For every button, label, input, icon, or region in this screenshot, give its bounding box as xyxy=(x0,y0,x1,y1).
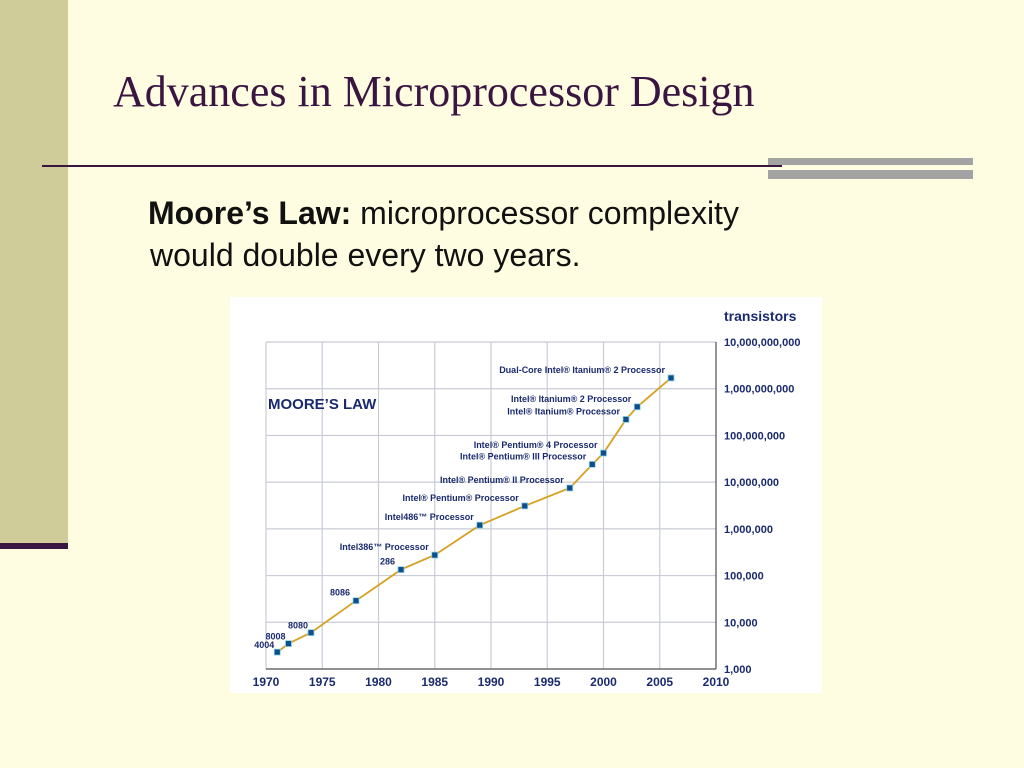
data-point xyxy=(622,416,630,423)
data-point xyxy=(521,502,529,510)
data-label: 8086 xyxy=(330,588,350,598)
moores-law-chart: 1970 1975 1980 1985 1990 1995 2000 2005 2010 1,00… xyxy=(230,297,822,693)
y-tick-label: 1,000,000 xyxy=(724,524,773,536)
data-point xyxy=(667,374,675,382)
data-label: Intel486™ Processor xyxy=(385,512,475,522)
data-point xyxy=(633,403,641,411)
slide-title: Advances in Microprocessor Design xyxy=(113,67,755,116)
x-tick-label: 1980 xyxy=(365,675,392,689)
chart-svg: 1970 1975 1980 1985 1990 1995 2000 2005 20101,00… xyxy=(253,308,801,689)
data-label: 8008 xyxy=(265,632,285,642)
data-point xyxy=(352,597,360,605)
data-point xyxy=(600,449,607,457)
x-tick-label: 2000 xyxy=(590,675,617,689)
x-tick-label: 2010 xyxy=(703,675,730,689)
data-label: Intel® Pentium® II Processor xyxy=(440,475,564,485)
data-label: Intel386™ Processor xyxy=(340,542,430,552)
data-point xyxy=(431,551,439,559)
data-point xyxy=(566,484,574,492)
sidebar-decoration xyxy=(0,0,68,543)
data-label: Intel® Pentium® III Processor xyxy=(460,451,587,461)
bullet-label: Moore’s Law: xyxy=(148,195,352,231)
y-tick-label: 100,000 xyxy=(724,571,764,583)
y-tick-label: 100,000,000 xyxy=(724,430,785,442)
data-label: Intel® Itanium® Processor xyxy=(507,406,620,416)
y-tick-label: 1,000,000,000 xyxy=(724,384,794,396)
y-tick-label: 10,000,000 xyxy=(724,477,779,489)
data-point xyxy=(307,629,315,637)
data-point xyxy=(397,566,405,574)
data-point xyxy=(476,521,484,529)
data-label: 286 xyxy=(380,557,395,567)
data-label: Dual-Core Intel® Itanium® 2 Processor xyxy=(499,365,665,375)
data-label: Intel® Itanium® 2 Processor xyxy=(511,394,632,404)
title-accent-bar-bottom xyxy=(768,170,973,179)
x-tick-label: 1985 xyxy=(421,675,448,689)
data-point xyxy=(588,460,596,468)
bullet-text-line2: would double every two years. xyxy=(150,237,581,274)
data-label: 8080 xyxy=(288,621,308,631)
x-tick-label: 1990 xyxy=(478,675,505,689)
y-tick-label: 10,000,000,000 xyxy=(724,337,800,349)
series-line xyxy=(276,377,672,653)
title-accent-bar-top xyxy=(768,158,973,165)
y-axis-title: transistors xyxy=(724,308,797,324)
slide-bullet: Moore’s Law: microprocessor complexity w… xyxy=(148,192,928,276)
bullet-text-line1: microprocessor complexity xyxy=(351,195,739,231)
data-point xyxy=(273,648,281,656)
x-tick-label: 1995 xyxy=(534,675,561,689)
chart-title: MOORE’S LAW xyxy=(268,396,377,413)
data-label: Intel® Pentium® 4 Processor xyxy=(474,440,598,450)
data-label: Intel® Pentium® Processor xyxy=(402,493,519,503)
x-tick-label: 2005 xyxy=(646,675,673,689)
x-tick-label: 1975 xyxy=(309,675,336,689)
sidebar-accent-line xyxy=(0,543,68,549)
y-tick-label: 10,000 xyxy=(724,617,758,629)
data-label: 4004 xyxy=(254,640,274,650)
data-point xyxy=(285,640,292,647)
title-divider xyxy=(42,165,782,167)
y-tick-label: 1,000 xyxy=(724,664,752,676)
x-tick-label: 1970 xyxy=(253,675,280,689)
